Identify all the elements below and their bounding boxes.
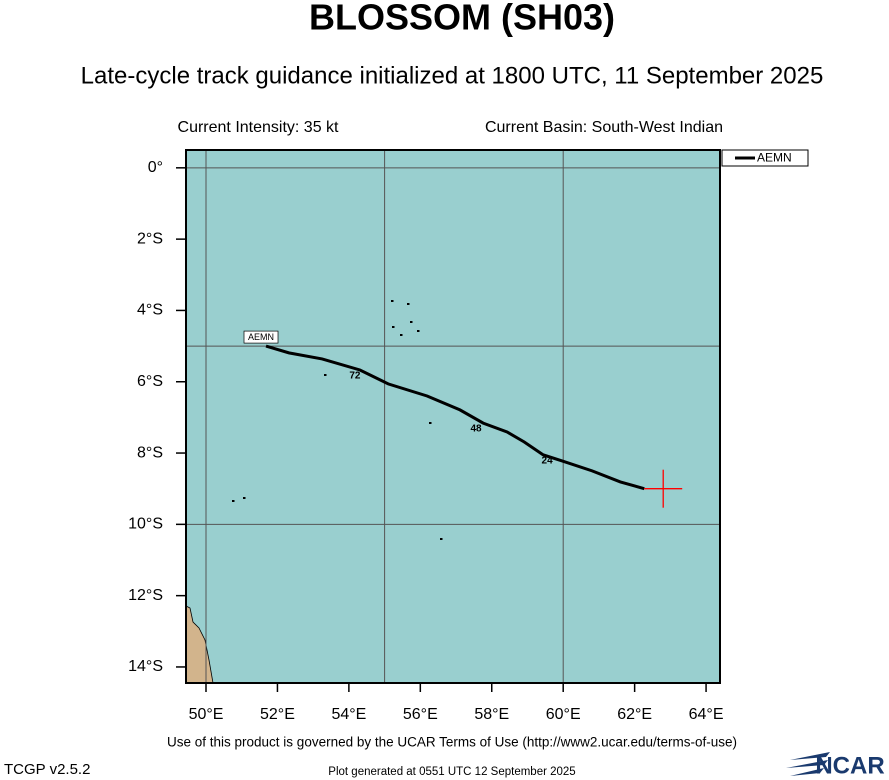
y-tick-label: 4°S	[137, 302, 163, 319]
track-label-box	[243, 330, 279, 344]
track-line	[265, 344, 645, 491]
generated: Plot generated at 0551 UTC 12 September …	[328, 766, 575, 778]
logo: NCAR	[786, 752, 885, 779]
island	[417, 330, 420, 332]
x-tick-label: 60°E	[546, 706, 581, 723]
x-tick-label: 62°E	[617, 706, 652, 723]
forecast-hour-label: 48	[470, 423, 482, 434]
logo-text: NCAR	[815, 752, 884, 779]
x-tick-label: 50°E	[189, 706, 224, 723]
island	[391, 300, 394, 302]
island	[392, 326, 395, 328]
chart-title: BLOSSOM (SH03)	[309, 0, 615, 38]
y-tick-label: 10°S	[128, 516, 163, 533]
x-tick-label: 56°E	[403, 706, 438, 723]
chart-subtitle: Late-cycle track guidance initialized at…	[81, 62, 824, 89]
island	[440, 538, 443, 540]
island	[407, 303, 410, 305]
island	[232, 500, 235, 502]
x-tick-label: 52°E	[260, 706, 295, 723]
x-tick-label: 54°E	[331, 706, 366, 723]
plot-frame	[185, 149, 721, 684]
plot: AEMN 72 48 24	[186, 150, 720, 683]
legend-box	[721, 149, 809, 167]
forecast-hour-label: 24	[542, 456, 554, 467]
y-tick-label: 2°S	[137, 230, 163, 247]
y-tick-label: 12°S	[128, 587, 163, 604]
island	[400, 334, 403, 336]
current-basin: Current Basin: South-West Indian	[485, 119, 723, 136]
island	[324, 374, 327, 376]
x-tick-label: 64°E	[689, 706, 724, 723]
x-tick-label: 58°E	[474, 706, 509, 723]
forecast-hour-label: 72	[349, 371, 361, 382]
island	[410, 321, 413, 323]
version: TCGP v2.5.2	[4, 761, 90, 778]
island	[429, 422, 432, 424]
island	[243, 497, 246, 499]
legend-label: AEMN	[757, 151, 792, 165]
y-tick-label: 14°S	[128, 658, 163, 675]
logo-swoosh	[786, 752, 830, 776]
y-tick-label: 0°	[148, 159, 163, 176]
y-tick-label: 8°S	[137, 444, 163, 461]
track-label: AEMN	[248, 332, 274, 342]
y-tick-label: 6°S	[137, 373, 163, 390]
plot-background	[186, 150, 720, 683]
current-intensity: Current Intensity: 35 kt	[178, 119, 340, 136]
terms: Use of this product is governed by the U…	[167, 735, 737, 750]
